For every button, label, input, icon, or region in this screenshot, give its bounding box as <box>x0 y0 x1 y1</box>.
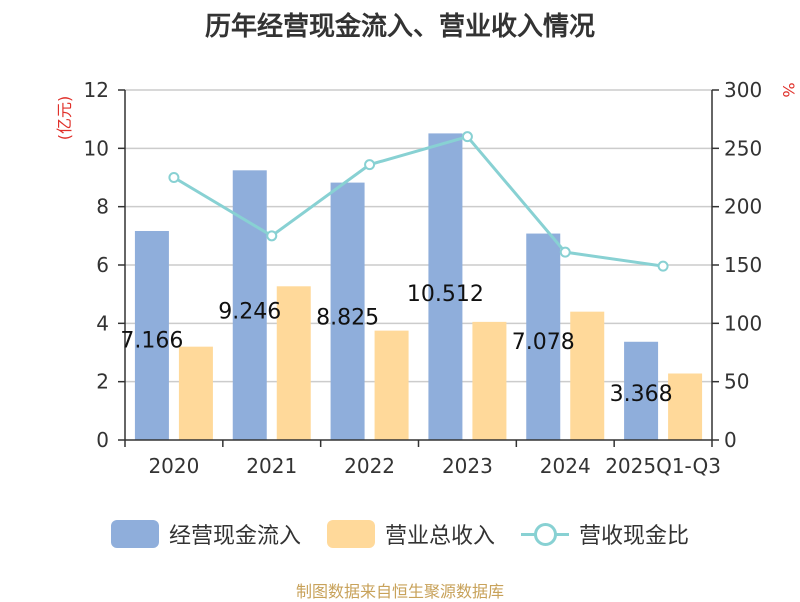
left-axis-tick-label: 4 <box>96 311 109 335</box>
grid-lines <box>125 89 712 383</box>
bar-cash-inflow <box>624 341 659 440</box>
legend: 经营现金流入 营业总收入 营收现金比 <box>0 514 800 554</box>
chart-title: 历年经营现金流入、营业收入情况 <box>204 12 595 42</box>
bar-revenue <box>570 311 605 440</box>
x-axis-tick-label: 2021 <box>246 454 297 478</box>
ratio-line-path <box>173 134 664 268</box>
bar-revenue <box>668 373 703 440</box>
source-note: 制图数据来自恒生聚源数据库 <box>295 582 504 601</box>
legend-item-ratio[interactable]: 营收现金比 <box>521 518 689 550</box>
x-axis-tick-label: 2020 <box>148 454 199 478</box>
data-label-cash-inflow: 3.368 <box>610 382 673 407</box>
left-axis-unit-label: (亿元) <box>55 96 74 141</box>
right-axis-tick-label: 250 <box>724 136 762 160</box>
ratio-point <box>657 260 669 272</box>
bar-revenue <box>178 346 213 440</box>
bar-cash-inflow <box>330 182 365 440</box>
right-axis-tick-label: 100 <box>724 311 762 335</box>
data-label-cash-inflow: 10.512 <box>407 282 484 307</box>
data-labels: 7.166 9.246 8.825 10.512 7.078 3.368 <box>120 282 672 407</box>
axes: 0 2 4 6 8 10 12 0 50 100 150 200 250 300 2020 2021 2022 2… <box>84 78 763 478</box>
legend-label-revenue: 营业总收入 <box>384 524 495 549</box>
x-axis-tick-label: 2022 <box>344 454 395 478</box>
legend-label-ratio: 营收现金比 <box>579 524 690 549</box>
ratio-point <box>461 131 473 143</box>
legend-item-cash-inflow[interactable]: 经营现金流入 <box>110 518 301 550</box>
ratio-point <box>266 230 278 242</box>
data-label-cash-inflow: 7.078 <box>512 330 575 355</box>
left-axis-tick-label: 10 <box>84 136 109 160</box>
left-axis-tick-label: 0 <box>96 428 109 452</box>
legend-label-cash-inflow: 经营现金流入 <box>168 524 301 549</box>
right-axis-tick-label: 150 <box>724 253 762 277</box>
ratio-line <box>168 131 669 272</box>
x-axis-tick-label: 2024 <box>540 454 591 478</box>
bar-revenue <box>374 330 409 440</box>
legend-swatch-cash-inflow <box>110 520 159 548</box>
legend-swatch-revenue <box>326 520 375 548</box>
ratio-point <box>364 159 376 171</box>
data-label-cash-inflow: 8.825 <box>316 305 379 330</box>
right-axis-tick-label: 50 <box>724 370 749 394</box>
bars <box>134 133 703 440</box>
x-axis-tick-label: 2023 <box>442 454 493 478</box>
right-axis-unit-label: % <box>779 82 798 97</box>
legend-item-revenue[interactable]: 营业总收入 <box>326 518 495 550</box>
bar-cash-inflow <box>526 233 561 440</box>
left-axis-tick-label: 8 <box>96 195 109 219</box>
bar-revenue <box>472 321 507 440</box>
bar-cash-inflow <box>134 230 169 440</box>
right-axis-tick-label: 200 <box>724 195 762 219</box>
data-label-cash-inflow: 7.166 <box>120 329 183 354</box>
bar-revenue <box>276 286 311 440</box>
ratio-point <box>168 172 180 183</box>
ratio-point <box>559 246 571 258</box>
data-label-cash-inflow: 9.246 <box>218 300 281 325</box>
right-axis-tick-label: 300 <box>724 78 762 102</box>
x-axis-tick-label: 2025Q1-Q3 <box>605 454 721 478</box>
bar-cash-inflow <box>428 133 463 440</box>
left-axis-tick-label: 6 <box>96 253 109 277</box>
legend-line-marker-icon <box>521 520 569 548</box>
left-axis-tick-label: 2 <box>96 370 109 394</box>
right-axis-tick-label: 0 <box>724 428 737 452</box>
left-axis-tick-label: 12 <box>84 78 109 102</box>
